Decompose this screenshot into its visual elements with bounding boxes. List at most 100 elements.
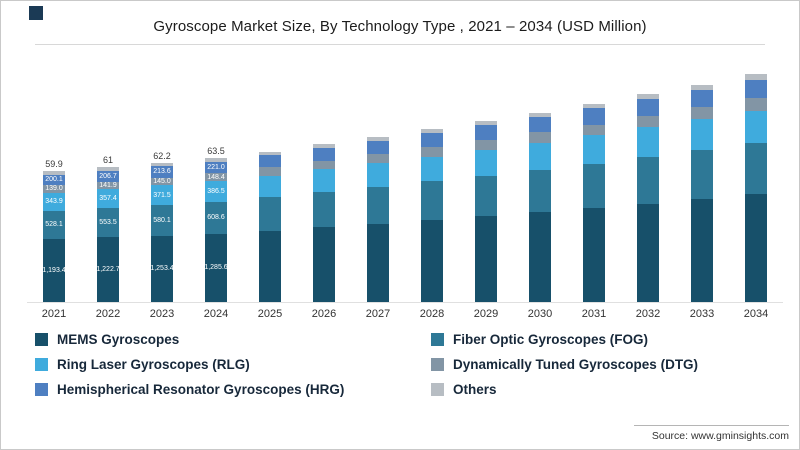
bar-segment-dynamically-tuned-gyroscopes-dtg — [637, 116, 659, 128]
legend-swatch-fiber-optic-gyroscopes-fog — [431, 333, 444, 346]
legend-label: Ring Laser Gyroscopes (RLG) — [57, 357, 250, 372]
bar-segment-fiber-optic-gyroscopes-fog — [583, 163, 605, 208]
bar-segment-ring-laser-gyroscopes-rlg: 343.9 — [43, 192, 65, 211]
stacked-bar-2032 — [637, 94, 659, 302]
bar-segment-label: 528.1 — [45, 221, 63, 229]
legend-label: Hemispherical Resonator Gyroscopes (HRG) — [57, 382, 345, 397]
legend-label: MEMS Gyroscopes — [57, 332, 180, 347]
stacked-bar-2026 — [313, 144, 335, 302]
bar-segment-mems-gyroscopes: 1,193.4 — [42, 238, 66, 302]
bar-segment-ring-laser-gyroscopes-rlg — [529, 142, 551, 170]
bar-segment-ring-laser-gyroscopes-rlg — [637, 127, 659, 158]
bar-top-label: 61 — [102, 155, 113, 166]
x-axis-label-2031: 2031 — [581, 308, 607, 320]
bar-segment-fiber-optic-gyroscopes-fog — [529, 169, 551, 213]
stacked-bar-2022: 206.7 141.9 357.4 553.5 1,222.7 — [96, 167, 120, 302]
bar-segment-dynamically-tuned-gyroscopes-dtg — [583, 124, 605, 136]
bar-segment-ring-laser-gyroscopes-rlg — [583, 135, 605, 164]
bar-segment-label: 357.4 — [99, 194, 117, 202]
legend-swatch-hemispherical-resonator-gyroscopes-hrg — [35, 383, 48, 396]
bar-segment-others — [151, 162, 173, 167]
stacked-bar-2034 — [745, 74, 767, 302]
bar-group-2028 — [405, 45, 459, 302]
bar-segment-label: 148.4 — [207, 173, 225, 181]
logo-mark — [29, 6, 43, 20]
x-axis-label-2022: 2022 — [95, 308, 121, 320]
bar-segment-hemispherical-resonator-gyroscopes-hrg: 213.6 — [151, 166, 173, 178]
bar-segment-dynamically-tuned-gyroscopes-dtg — [529, 132, 551, 143]
bar-segment-mems-gyroscopes — [745, 194, 767, 302]
source-text: Source: www.gminsights.com — [651, 430, 789, 442]
bar-segment-mems-gyroscopes — [475, 216, 497, 302]
bar-segment-others — [367, 137, 389, 141]
x-axis: 2021 2022 2023 2024 2025 2026 2027 2028 2029 2030… — [27, 308, 783, 320]
bar-segment-mems-gyroscopes: 1,253.4 — [150, 235, 174, 302]
x-axis-label-2021: 2021 — [41, 308, 67, 320]
bar-group-2021: 59.9 200.1 139.0 343.9 528.1 1,193.4 — [27, 45, 81, 302]
bar-segment-hemispherical-resonator-gyroscopes-hrg — [745, 79, 767, 99]
x-axis-label-2025: 2025 — [257, 308, 283, 320]
bar-group-2030 — [513, 45, 567, 302]
bar-segment-hemispherical-resonator-gyroscopes-hrg — [637, 99, 659, 117]
x-axis-label-2024: 2024 — [203, 308, 229, 320]
bar-segment-label: 553.5 — [99, 219, 117, 227]
bar-segment-label: 1,222.7 — [96, 266, 120, 274]
source-note: Source: www.gminsights.com — [634, 425, 789, 442]
bar-segment-hemispherical-resonator-gyroscopes-hrg — [367, 140, 389, 155]
bar-segment-fiber-optic-gyroscopes-fog — [421, 181, 443, 221]
bar-segment-fiber-optic-gyroscopes-fog — [691, 150, 713, 199]
legend-swatch-dynamically-tuned-gyroscopes-dtg — [431, 358, 444, 371]
bar-segment-fiber-optic-gyroscopes-fog — [259, 196, 281, 231]
bar-segment-fiber-optic-gyroscopes-fog — [745, 143, 767, 195]
x-axis-label-2028: 2028 — [419, 308, 445, 320]
bar-segment-hemispherical-resonator-gyroscopes-hrg — [313, 148, 335, 161]
bar-segment-label: 371.5 — [153, 191, 171, 199]
bar-segment-hemispherical-resonator-gyroscopes-hrg: 200.1 — [43, 174, 65, 186]
bar-segment-label: 221.0 — [207, 163, 225, 171]
bar-segment-fiber-optic-gyroscopes-fog — [367, 186, 389, 224]
x-axis-label-2032: 2032 — [635, 308, 661, 320]
bar-segment-others — [475, 121, 497, 126]
bar-segment-others — [97, 167, 119, 171]
x-axis-label-2026: 2026 — [311, 308, 337, 320]
bar-segment-fiber-optic-gyroscopes-fog — [313, 191, 335, 228]
bar-segment-others — [691, 84, 713, 90]
bar-segment-dynamically-tuned-gyroscopes-dtg — [691, 107, 713, 120]
bar-segment-ring-laser-gyroscopes-rlg: 371.5 — [151, 185, 173, 205]
bar-segment-ring-laser-gyroscopes-rlg: 386.5 — [205, 181, 227, 202]
bar-segment-label: 141.9 — [99, 181, 117, 189]
bar-segment-dynamically-tuned-gyroscopes-dtg: 148.4 — [205, 173, 227, 182]
bar-segment-ring-laser-gyroscopes-rlg — [421, 156, 443, 182]
bar-segment-ring-laser-gyroscopes-rlg — [745, 110, 767, 144]
bar-segment-fiber-optic-gyroscopes-fog: 608.6 — [205, 201, 227, 234]
bar-segment-others — [637, 94, 659, 100]
bar-segment-others — [259, 151, 281, 156]
bar-group-2023: 62.2 213.6 145.0 371.5 580.1 1,253.4 — [135, 45, 189, 302]
stacked-bar-2027 — [367, 137, 389, 302]
bar-segment-others — [313, 144, 335, 149]
bar-segment-mems-gyroscopes — [259, 230, 281, 302]
bar-segment-ring-laser-gyroscopes-rlg — [475, 149, 497, 176]
legend-label: Others — [453, 382, 497, 397]
bar-segment-label: 1,285.6 — [204, 264, 228, 272]
legend-item-fiber-optic-gyroscopes-fog: Fiber Optic Gyroscopes (FOG) — [431, 332, 799, 347]
stacked-bar-2025 — [259, 151, 281, 302]
bar-segment-label: 608.6 — [207, 214, 225, 222]
x-axis-label-2023: 2023 — [149, 308, 175, 320]
bar-segment-ring-laser-gyroscopes-rlg: 357.4 — [97, 189, 119, 208]
stacked-bar-2031 — [583, 103, 605, 302]
stacked-bar-2029 — [475, 121, 497, 302]
bar-segment-mems-gyroscopes — [529, 212, 551, 302]
bar-segment-dynamically-tuned-gyroscopes-dtg — [259, 167, 281, 176]
stacked-bar-2028 — [421, 129, 443, 302]
legend-label: Fiber Optic Gyroscopes (FOG) — [453, 332, 649, 347]
legend-swatch-mems-gyroscopes — [35, 333, 48, 346]
bar-segment-dynamically-tuned-gyroscopes-dtg — [421, 147, 443, 157]
bar-segment-others — [583, 103, 605, 109]
bar-segment-label: 200.1 — [45, 176, 63, 184]
bar-group-2027 — [351, 45, 405, 302]
bar-segment-dynamically-tuned-gyroscopes-dtg: 141.9 — [97, 181, 119, 190]
bar-segment-dynamically-tuned-gyroscopes-dtg — [313, 160, 335, 170]
bar-segment-label: 386.5 — [207, 187, 225, 195]
